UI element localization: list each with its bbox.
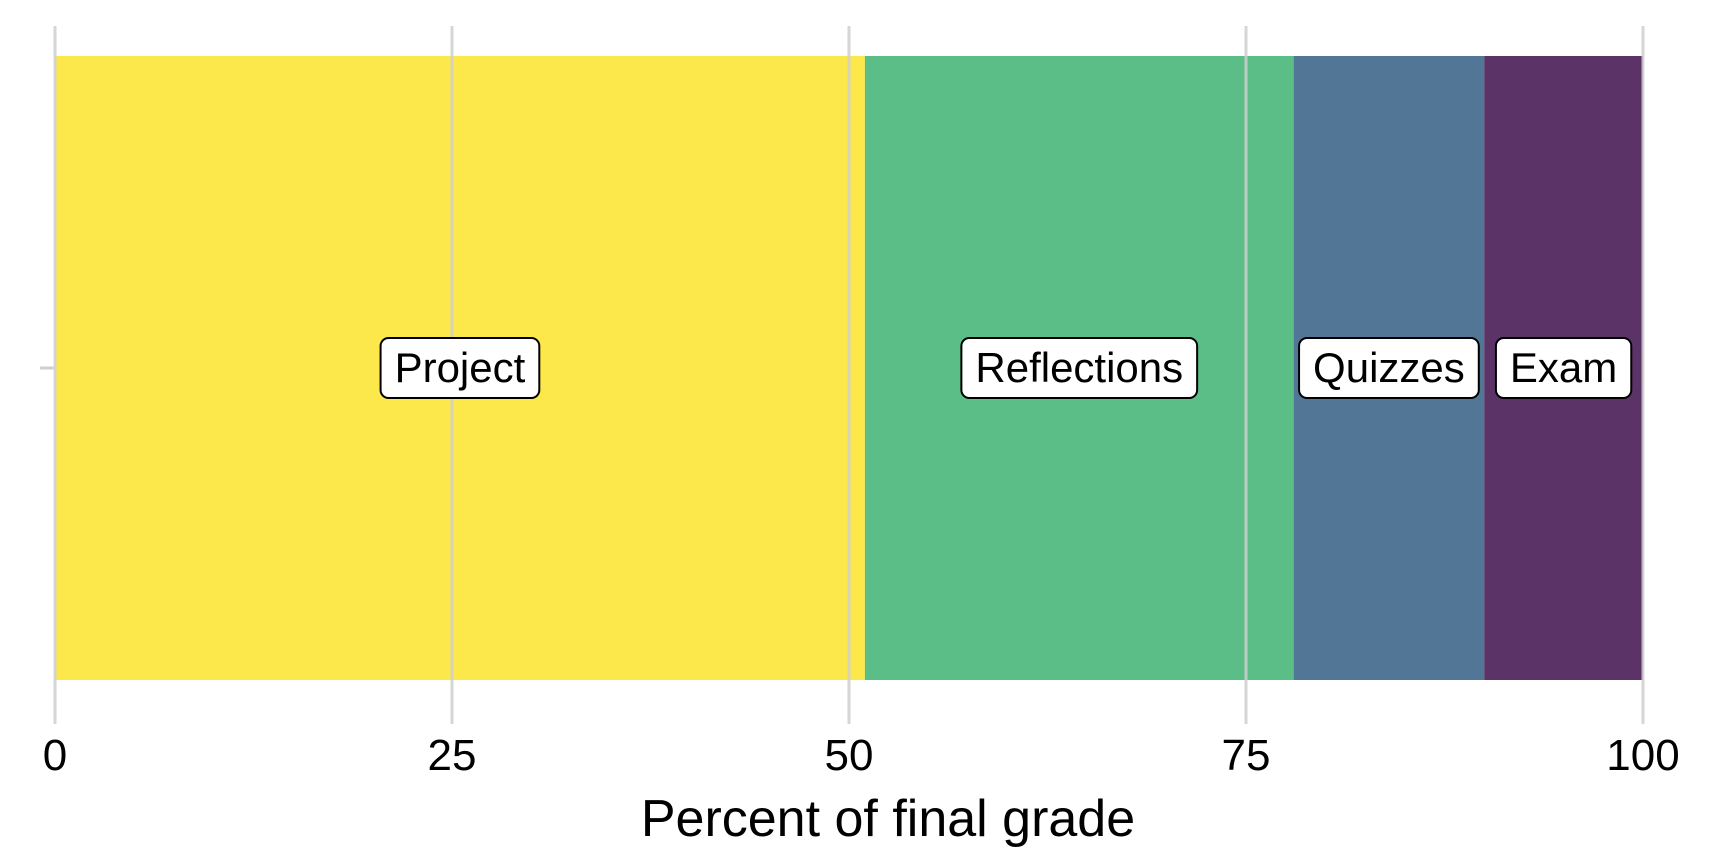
segment-label-quizzes: Quizzes: [1298, 337, 1480, 399]
x-axis-title: Percent of final grade: [641, 790, 1135, 848]
segment-label-text: Project: [395, 344, 526, 391]
x-tick-label: 25: [428, 731, 477, 780]
x-tick-label: 0: [43, 731, 67, 780]
x-axis-ticks: 0 25 50 75 100: [43, 731, 1680, 780]
segment-label-exam: Exam: [1494, 337, 1633, 399]
segment-label-project: Project: [379, 337, 541, 399]
segment-label-box: [1298, 337, 1480, 399]
segment-label-box: [1494, 337, 1633, 399]
x-tick-label: 100: [1606, 731, 1679, 780]
segment-labels-layer: Project Reflections Quizzes Exam: [379, 337, 1633, 399]
segment-label-text: Quizzes: [1313, 344, 1465, 391]
segment-label-reflections: Reflections: [960, 337, 1199, 399]
segment-label-box: [960, 337, 1199, 399]
segment-label-text: Reflections: [975, 344, 1183, 391]
segment-label-box: [379, 337, 541, 399]
x-tick-label: 50: [825, 731, 874, 780]
x-tick-label: 75: [1222, 731, 1271, 780]
segment-label-text: Exam: [1510, 344, 1617, 391]
